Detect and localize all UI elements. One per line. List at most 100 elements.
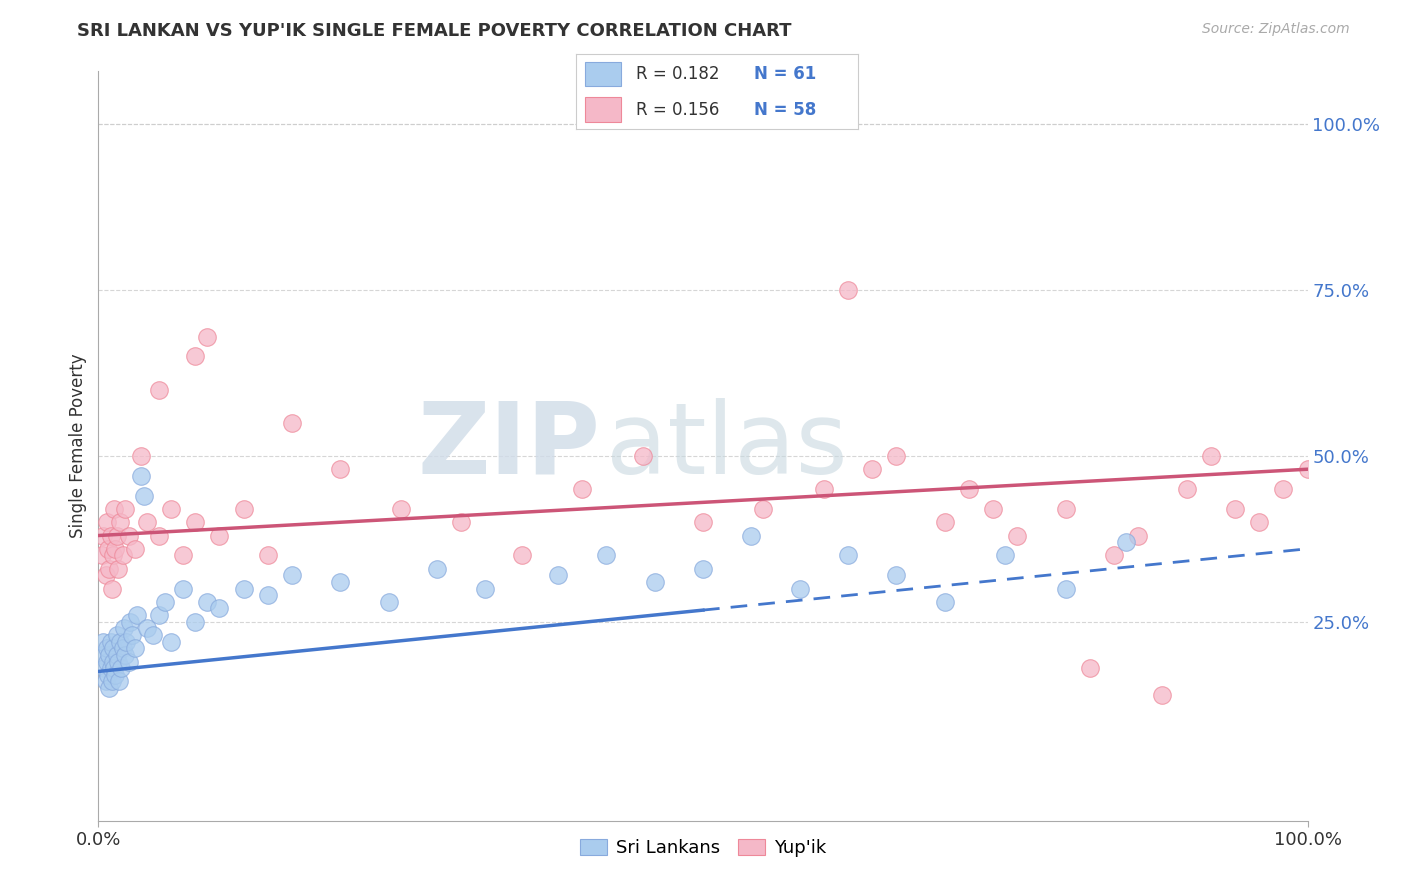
Point — [1128, 528, 1150, 542]
Point — [184, 350, 207, 364]
Point — [94, 674, 117, 689]
Point — [107, 562, 129, 576]
Point — [256, 549, 278, 563]
Point — [105, 628, 128, 642]
Point — [934, 595, 956, 609]
Point — [100, 674, 122, 689]
Point — [100, 661, 122, 675]
Text: Source: ZipAtlas.com: Source: ZipAtlas.com — [1202, 22, 1350, 37]
Point — [101, 655, 124, 669]
Legend: Sri Lankans, Yup'ik: Sri Lankans, Yup'ik — [572, 831, 834, 864]
Point — [813, 482, 835, 496]
Point — [1272, 482, 1295, 496]
Point — [957, 482, 980, 496]
Point — [1249, 515, 1271, 529]
Point — [98, 681, 121, 695]
Point — [114, 502, 136, 516]
Text: N = 61: N = 61 — [754, 65, 815, 83]
Point — [208, 601, 231, 615]
Point — [105, 648, 128, 662]
Point — [94, 568, 117, 582]
Point — [692, 562, 714, 576]
Point — [100, 634, 122, 648]
Point — [142, 628, 165, 642]
Point — [97, 541, 120, 556]
Point — [1102, 549, 1125, 563]
Point — [148, 383, 170, 397]
Point — [103, 502, 125, 516]
Text: atlas: atlas — [606, 398, 848, 494]
Text: SRI LANKAN VS YUP'IK SINGLE FEMALE POVERTY CORRELATION CHART: SRI LANKAN VS YUP'IK SINGLE FEMALE POVER… — [77, 22, 792, 40]
Point — [184, 515, 207, 529]
Point — [595, 549, 617, 563]
Point — [118, 615, 141, 629]
Point — [129, 468, 152, 483]
Y-axis label: Single Female Poverty: Single Female Poverty — [69, 354, 87, 538]
Point — [377, 595, 399, 609]
FancyBboxPatch shape — [585, 97, 621, 122]
Point — [886, 449, 908, 463]
FancyBboxPatch shape — [585, 62, 621, 87]
Point — [98, 562, 121, 576]
Point — [195, 329, 218, 343]
Point — [108, 674, 131, 689]
Point — [789, 582, 811, 596]
Point — [103, 661, 125, 675]
Point — [571, 482, 593, 496]
Point — [208, 528, 231, 542]
Point — [91, 549, 114, 563]
Point — [111, 641, 134, 656]
Point — [450, 515, 472, 529]
Point — [91, 648, 114, 662]
Point — [104, 667, 127, 681]
Text: R = 0.182: R = 0.182 — [636, 65, 718, 83]
Point — [108, 634, 131, 648]
Point — [837, 549, 859, 563]
Point — [91, 528, 114, 542]
Point — [1054, 502, 1077, 516]
Point — [389, 502, 412, 516]
Point — [1296, 462, 1319, 476]
Point — [1199, 449, 1222, 463]
Point — [160, 502, 183, 516]
Point — [172, 582, 194, 596]
Point — [631, 449, 654, 463]
Point — [111, 549, 134, 563]
Point — [96, 655, 118, 669]
Point — [184, 615, 207, 629]
Point — [118, 528, 141, 542]
Point — [329, 462, 352, 476]
Point — [96, 515, 118, 529]
Point — [129, 449, 152, 463]
Point — [160, 634, 183, 648]
Text: R = 0.156: R = 0.156 — [636, 101, 718, 119]
Point — [474, 582, 496, 596]
Point — [115, 634, 138, 648]
Point — [837, 283, 859, 297]
Point — [232, 582, 254, 596]
Point — [135, 515, 157, 529]
Point — [148, 608, 170, 623]
Point — [153, 595, 176, 609]
Point — [112, 621, 135, 635]
Point — [1223, 502, 1246, 516]
Point — [104, 541, 127, 556]
Point — [752, 502, 775, 516]
Point — [110, 661, 132, 675]
Point — [100, 582, 122, 596]
Point — [281, 568, 304, 582]
Point — [1007, 528, 1029, 542]
Point — [108, 515, 131, 529]
Point — [934, 515, 956, 529]
Point — [692, 515, 714, 529]
Point — [426, 562, 449, 576]
Point — [114, 648, 136, 662]
Point — [105, 528, 128, 542]
Point — [740, 528, 762, 542]
Point — [127, 608, 149, 623]
Point — [91, 634, 114, 648]
Point — [256, 588, 278, 602]
Point — [101, 641, 124, 656]
Point — [994, 549, 1017, 563]
Point — [644, 574, 666, 589]
